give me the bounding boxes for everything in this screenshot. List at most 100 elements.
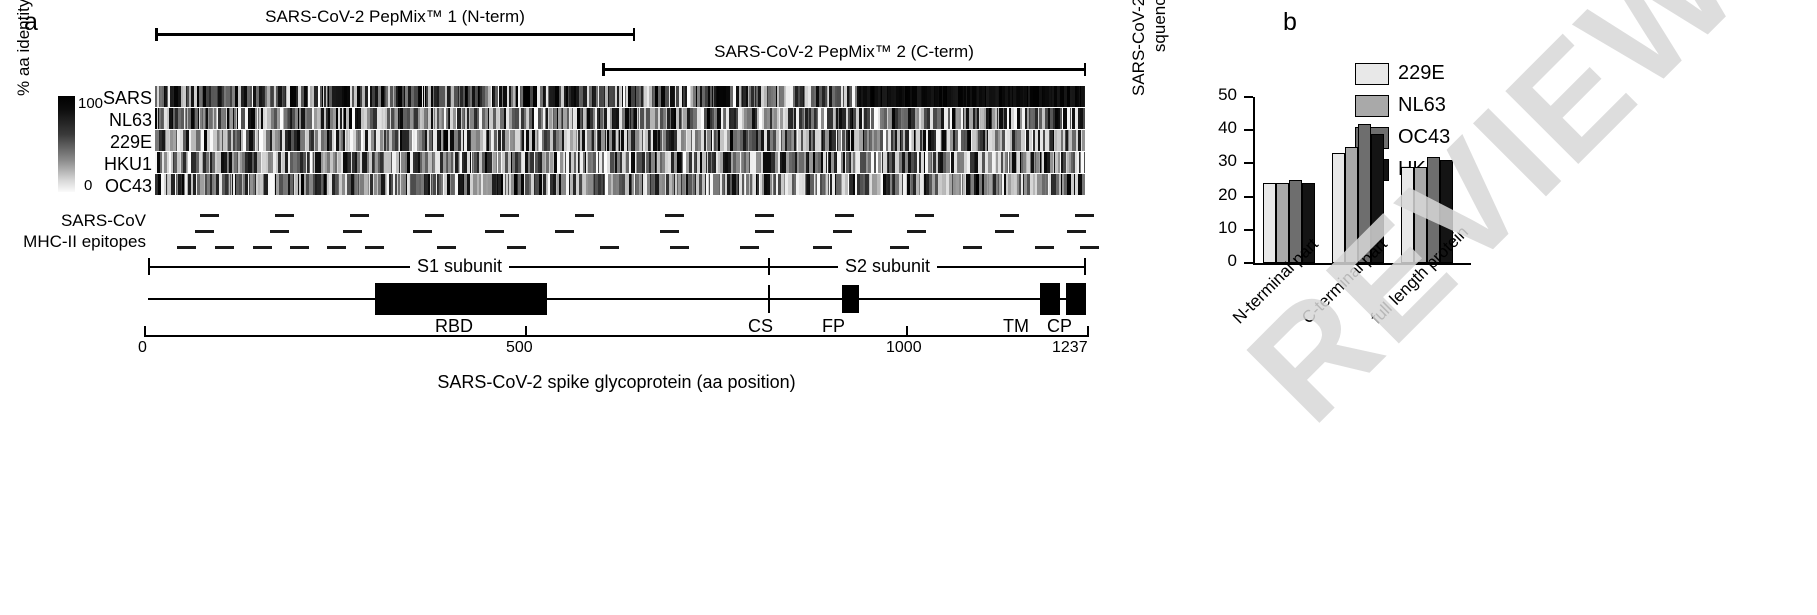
colorbar-min-tick: 0: [84, 177, 93, 194]
chart-bar: [1427, 156, 1441, 263]
rbd-domain-box: [375, 283, 547, 315]
pepmix-1-label: SARS-CoV-2 PepMix™ 1 (N-term): [265, 7, 525, 26]
epitope-mark: [195, 230, 214, 234]
chart-y-ticklabel: 30: [1218, 151, 1237, 171]
subunit-cap-left: [148, 258, 150, 275]
epitope-mark: [670, 246, 689, 250]
chart-y-tick: [1244, 228, 1253, 231]
tm-label: TM: [1003, 316, 1029, 336]
epitope-mark: [1075, 214, 1094, 218]
chart-y-ticklabel: 10: [1218, 217, 1237, 237]
epitope-mark: [507, 246, 526, 250]
alignment-row-labels: SARS NL63 229E HKU1 OC43: [0, 86, 152, 201]
aa-ticklabel-0: 0: [138, 339, 147, 356]
aa-axis-title: SARS-CoV-2 spike glycoprotein (aa positi…: [437, 372, 796, 392]
pepmix-2-bracket: [602, 63, 1086, 76]
epitope-mark: [215, 246, 234, 250]
chart-y-tick: [1244, 262, 1253, 264]
epitope-mark: [177, 246, 196, 250]
legend-item: NL63: [1355, 94, 1446, 117]
epitope-mark: [485, 230, 504, 234]
cs-label: CS: [748, 316, 774, 336]
colorbar-title: % aa identity: [14, 0, 33, 96]
epitope-mark: [755, 230, 774, 234]
epitope-mark: [813, 246, 832, 250]
alignment-strip-hku1: [155, 152, 1085, 173]
legend-label: 229E: [1398, 62, 1445, 84]
tm-domain-box: [1040, 283, 1060, 315]
epitope-mark: [665, 214, 684, 218]
row-label-229e: 229E: [109, 132, 152, 152]
epitope-mark: [500, 214, 519, 218]
epitope-mark: [575, 214, 594, 218]
identity-colorbar: [58, 96, 75, 192]
epitope-caption-line1: SARS-CoV: [60, 211, 146, 230]
alignment-strip-sars: [155, 86, 1085, 107]
legend-swatch: [1355, 62, 1389, 85]
panel-a-letter: a: [24, 8, 38, 36]
chart-y-ticklabel: 20: [1218, 184, 1237, 204]
rbd-label: RBD: [435, 316, 474, 336]
aa-tick-0: [144, 326, 146, 336]
epitope-mark: [600, 246, 619, 250]
row-label-sars: SARS: [102, 88, 152, 108]
chart-y-tick: [1244, 96, 1253, 98]
epitope-mark: [660, 230, 679, 234]
chart-bar: [1440, 160, 1454, 263]
chart-bar: [1302, 183, 1315, 263]
chart-y-axis: [1253, 97, 1255, 265]
epitope-mark: [425, 214, 444, 218]
chart-bar: [1289, 180, 1302, 263]
aa-tick-1237: [1087, 326, 1089, 336]
epitope-mark: [555, 230, 574, 234]
pepmix-2-label: SARS-CoV-2 PepMix™ 2 (C-term): [714, 42, 974, 61]
chart-y-axis-label-line1: SARS-CoV-2 spike glycoprotein: [1128, 0, 1149, 96]
epitope-mark: [755, 214, 774, 218]
chart-y-axis-label: SARS-CoV-2 spike glycoprotein squence id…: [1128, 0, 1170, 96]
epitope-mark: [833, 230, 852, 234]
epitope-mark: [835, 214, 854, 218]
alignment-strip-nl63: [155, 108, 1085, 129]
chart-bar: [1401, 166, 1415, 263]
alignment-strip-229e: [155, 130, 1085, 151]
epitope-mark: [890, 246, 909, 250]
aa-ticklabel-1000: 1000: [886, 339, 922, 356]
row-label-nl63: NL63: [108, 110, 152, 130]
epitope-mark: [1035, 246, 1054, 250]
epitope-mark: [963, 246, 982, 250]
chart-y-tick: [1244, 195, 1253, 198]
chart-bar: [1358, 123, 1372, 263]
chart-y-tick: [1244, 162, 1253, 165]
chart-bar: [1263, 183, 1276, 263]
epitope-mark: [907, 230, 926, 234]
epitope-mark: [350, 214, 369, 218]
chart-y-tick: [1244, 129, 1253, 132]
alignment-strip-oc43: [155, 174, 1085, 195]
row-label-hku1: HKU1: [103, 154, 152, 174]
s1-subunit-label: S1 subunit: [410, 256, 510, 277]
chart-y-axis-label-line2: squence identity [%]: [1149, 0, 1170, 96]
chart-bar: [1276, 183, 1289, 263]
bar-chart-plot-area: 0 10 20 30 40 50: [1218, 85, 1471, 270]
panel-a: a SARS-CoV-2 PepMix™ 1 (N-term) SARS-CoV…: [0, 0, 1110, 478]
chart-y-ticklabel: 0: [1227, 251, 1237, 270]
chart-y-ticklabel: 50: [1218, 85, 1237, 104]
legend-label: NL63: [1398, 94, 1446, 116]
epitope-mark: [915, 214, 934, 218]
cp-domain-box: [1066, 283, 1086, 315]
subunit-cap-right: [1084, 258, 1086, 275]
epitope-caption-line2: MHC-II epitopes: [23, 232, 146, 251]
chart-bar: [1345, 146, 1359, 263]
legend-item: 229E: [1355, 62, 1445, 85]
fp-domain-box: [842, 285, 859, 313]
epitope-mark: [1080, 246, 1099, 250]
aa-position-axis: [144, 335, 1089, 337]
aa-ticklabel-1237: 1237: [1052, 339, 1088, 356]
chart-y-ticklabel: 40: [1218, 118, 1237, 138]
panel-b-letter: b: [1283, 8, 1297, 36]
epitope-mark: [437, 246, 456, 250]
aa-tick-1000: [906, 326, 908, 336]
chart-bar: [1371, 133, 1385, 263]
cs-domain-marker: [768, 285, 770, 313]
row-label-oc43: OC43: [104, 176, 152, 196]
